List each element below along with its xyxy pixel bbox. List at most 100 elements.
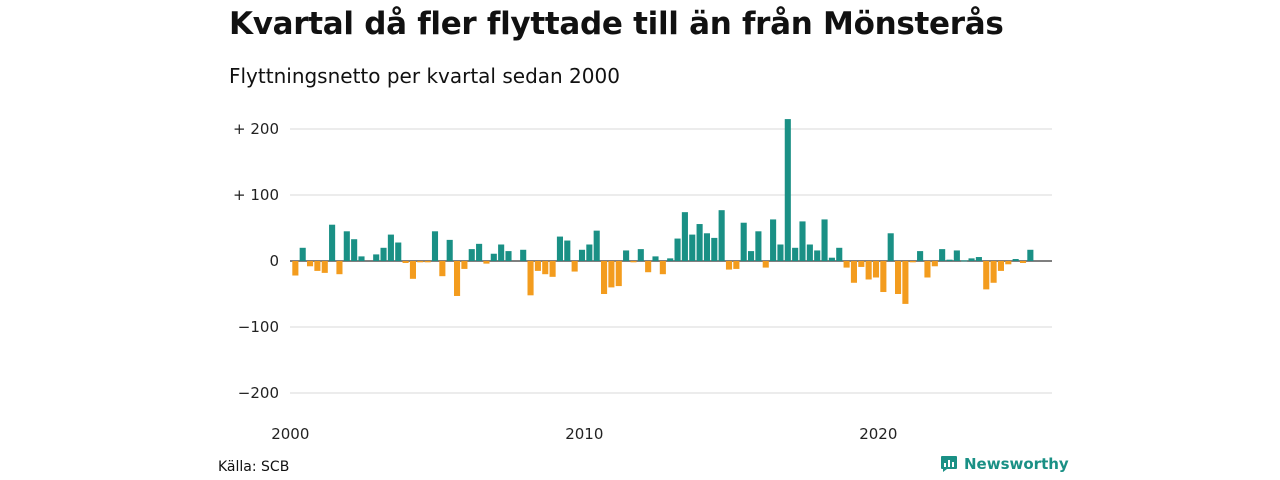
bar [431, 231, 439, 261]
bar [696, 224, 703, 261]
newsworthy-logo-icon [941, 456, 957, 472]
x-tick-label: 2010 [565, 425, 603, 443]
x-tick-label: 2000 [271, 425, 309, 443]
bar [887, 233, 894, 261]
bar [542, 261, 549, 275]
bar [689, 234, 696, 261]
bar [902, 261, 909, 304]
bar [439, 261, 446, 277]
y-tick-label: + 200 [233, 120, 279, 138]
bar [307, 261, 314, 267]
bar [314, 261, 321, 271]
bar [659, 261, 666, 275]
bar [828, 257, 835, 261]
bar [975, 257, 982, 261]
bar [534, 261, 541, 271]
bar [799, 221, 806, 261]
brand-logo[interactable]: Newsworthy [940, 455, 1069, 473]
y-tick-label: + 100 [233, 186, 279, 204]
bar [461, 261, 468, 269]
bar [983, 261, 990, 290]
bar [380, 247, 387, 261]
bar [505, 251, 512, 261]
bar [674, 238, 681, 261]
bar [836, 247, 843, 261]
bar [586, 244, 593, 261]
bar [409, 261, 416, 279]
bar [814, 250, 821, 261]
bar [299, 247, 306, 261]
bar [843, 261, 850, 268]
bar [681, 212, 688, 261]
bar [417, 261, 424, 263]
bar [351, 239, 358, 261]
y-tick-label: −100 [238, 318, 279, 336]
bar [703, 233, 710, 261]
bar [637, 249, 644, 261]
bar [718, 210, 725, 261]
bar [990, 261, 997, 283]
bar [527, 261, 534, 296]
x-tick-label: 2020 [859, 425, 897, 443]
bar [725, 261, 733, 270]
bar [946, 259, 953, 261]
bar [740, 222, 747, 261]
bar [395, 242, 402, 261]
bar [777, 244, 784, 261]
bar [733, 261, 740, 269]
bar [343, 231, 350, 261]
x-axis-ticks: 2000 2010 2020 [271, 425, 897, 443]
bar [556, 236, 563, 261]
bar [909, 261, 916, 263]
bar [931, 261, 938, 267]
bar [387, 234, 394, 261]
bar [821, 219, 828, 261]
bar [498, 244, 505, 261]
bar [608, 261, 615, 288]
bar [454, 261, 461, 296]
bar [645, 261, 652, 273]
bar [321, 261, 328, 273]
bars [292, 119, 1034, 304]
bar [424, 261, 431, 263]
bar [373, 254, 380, 261]
bar [329, 224, 336, 261]
bar [615, 261, 622, 287]
bar [292, 261, 299, 276]
bar [939, 249, 946, 261]
bar [336, 261, 343, 275]
chart-subtitle: Flyttningsnetto per kvartal sedan 2000 [229, 64, 620, 88]
bar [1019, 261, 1027, 263]
bar [483, 261, 490, 264]
bar [1012, 259, 1019, 261]
y-tick-label: −200 [238, 384, 279, 402]
bar [924, 261, 931, 278]
bar [1027, 249, 1034, 261]
bar [711, 237, 718, 261]
bar [623, 250, 630, 261]
bar [630, 261, 637, 263]
bar [755, 231, 762, 261]
source-label: Källa: SCB [218, 459, 290, 475]
bar [784, 119, 791, 261]
bar [652, 256, 659, 261]
bar [490, 253, 497, 261]
bar [593, 230, 600, 261]
bar [549, 261, 556, 277]
bar [968, 258, 975, 261]
bar [762, 261, 769, 268]
bar [520, 249, 527, 261]
bar [571, 261, 578, 272]
bar [792, 247, 799, 261]
bar [865, 261, 872, 280]
bar [806, 244, 813, 261]
bar [872, 261, 880, 278]
bar [402, 261, 409, 263]
y-axis-ticks: + 200 + 100 0 −100 −200 [233, 120, 279, 402]
bar [468, 249, 475, 261]
bar [578, 249, 586, 261]
bar [358, 256, 365, 261]
bar [770, 219, 777, 261]
bar [850, 261, 857, 283]
